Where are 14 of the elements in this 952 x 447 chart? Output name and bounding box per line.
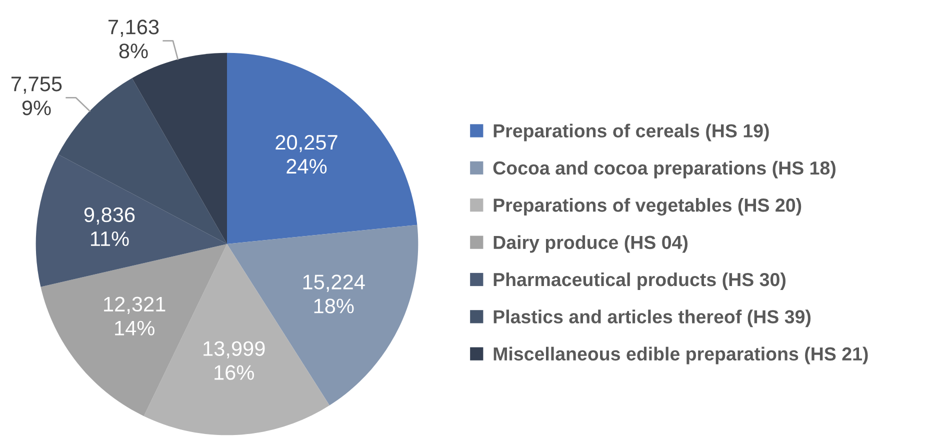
legend-label: Pharmaceutical products (HS 30) — [494, 272, 786, 290]
data-label: 12,321 14% — [104, 296, 166, 336]
legend-label: Plastics and articles thereof (HS 39) — [494, 310, 811, 328]
legend-label: Preparations of vegetables (HS 20) — [494, 198, 802, 216]
data-label: 20,257 24% — [276, 134, 338, 174]
legend-label: Preparations of cereals (HS 19) — [494, 124, 769, 142]
data-label: 13,999 16% — [204, 341, 265, 380]
legend-label: Miscellaneous edible preparations (HS 21) — [494, 346, 868, 364]
data-label: 15,224 18% — [303, 274, 365, 314]
data-label: 7,755 9% — [11, 76, 62, 116]
legend-label: Dairy produce (HS 04) — [494, 235, 688, 253]
data-label: 9,836 11% — [84, 207, 135, 246]
data-label: 7,163 8% — [108, 20, 159, 58]
legend-label: Cocoa and cocoa preparations (HS 18) — [493, 160, 836, 178]
